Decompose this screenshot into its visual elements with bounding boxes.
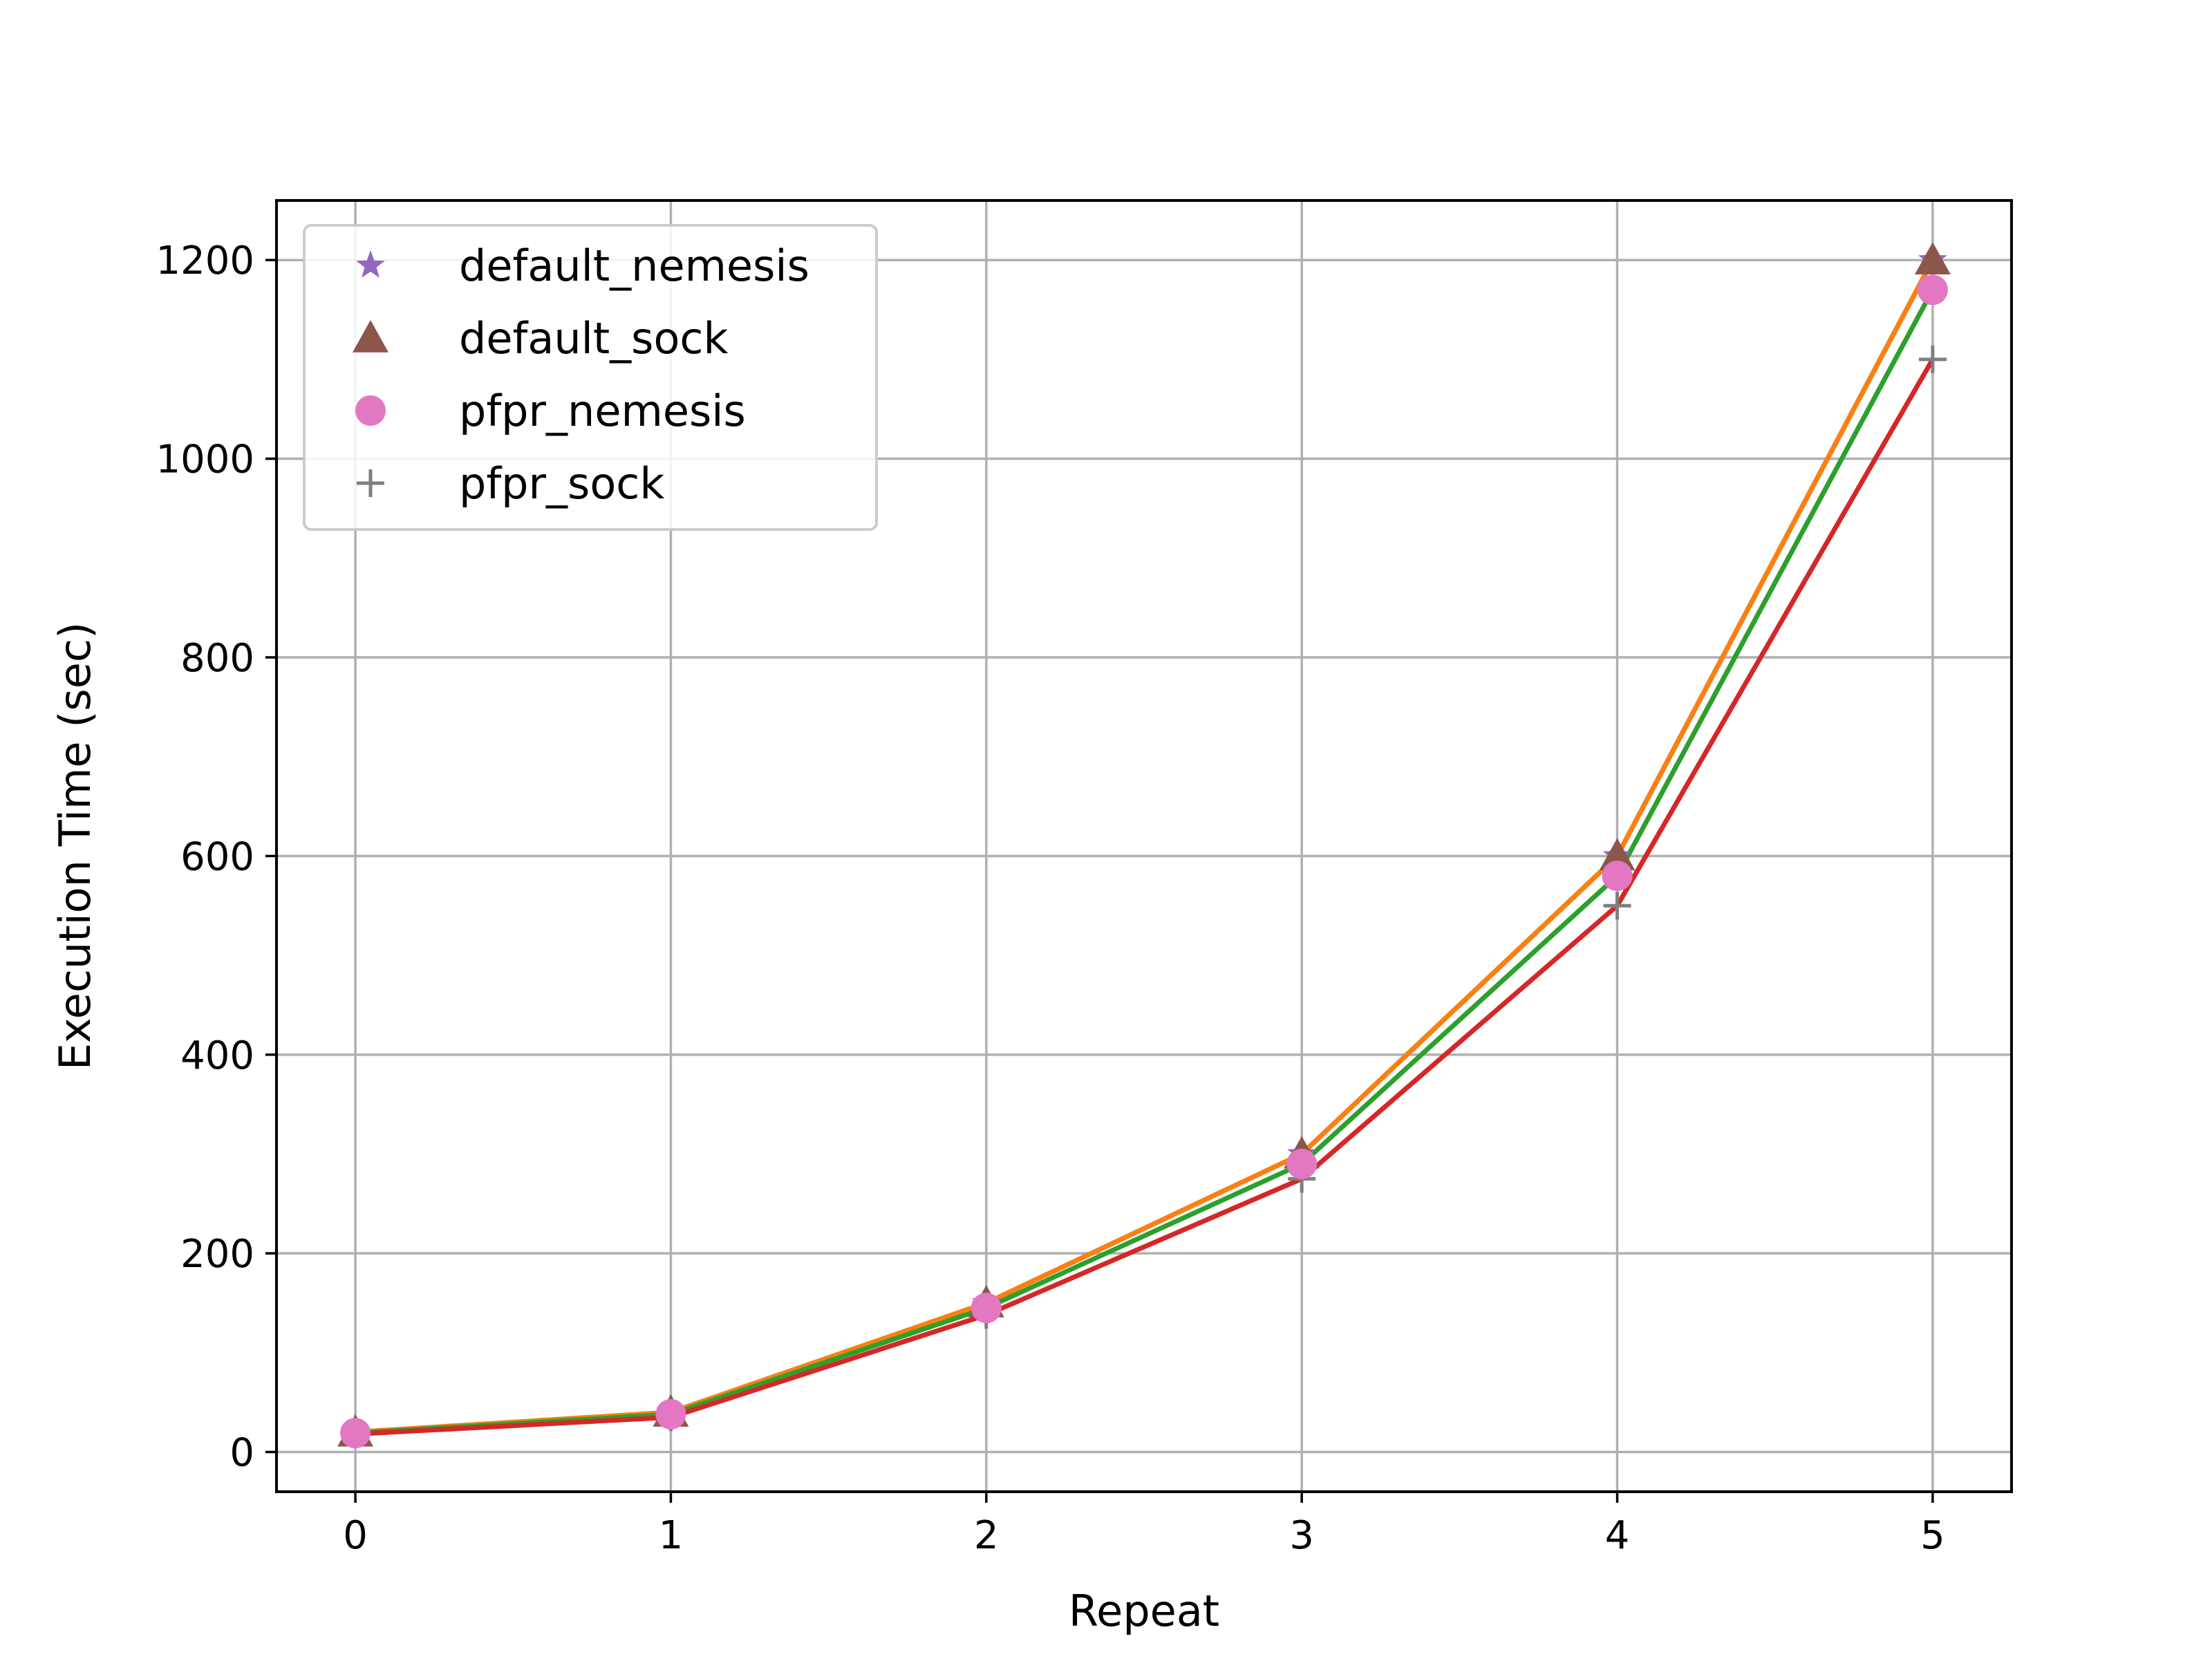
data-point [1918,345,1947,373]
series-markers [337,242,1951,1449]
data-point [1603,892,1631,920]
legend-marker [357,469,384,497]
x-tick-label: 3 [1289,1513,1314,1558]
data-point [655,1398,686,1430]
legend-marker [353,320,388,353]
x-tick-label: 5 [1920,1513,1945,1558]
y-axis-label: Execution Time (sec) [50,622,100,1070]
legend-label: default_nemesis [459,241,809,291]
x-tick-label: 1 [659,1513,684,1558]
plot-frame [275,199,2013,1493]
series-line [355,358,1935,1437]
axis-ticks: 0 1 2 3 4 5 0 200 400 600 800 1000 1200 [156,238,1944,1558]
data-point [1599,838,1635,871]
series-line [355,288,1935,1436]
legend-label: default_sock [459,313,728,364]
data-point [340,1418,371,1449]
y-tick-label: 0 [229,1431,254,1476]
legend-label: pfpr_nemesis [459,386,746,436]
legend: default_nemesis default_sock pfpr_nemesisp… [303,224,878,531]
legend-marker [355,395,386,426]
x-axis-label: Repeat [1069,1586,1219,1636]
x-tick-label: 0 [343,1513,368,1558]
x-tick-label: 2 [974,1513,999,1558]
data-point [1914,242,1951,275]
y-tick-label: 800 [180,636,254,681]
legend-marker [356,250,385,278]
legend-label: pfpr_sock [459,458,664,509]
y-tick-label: 1000 [156,438,254,482]
y-tick-label: 1200 [156,238,254,283]
data-point [971,1293,1002,1324]
legend-box [303,224,878,531]
series-lines [355,259,1936,1437]
y-tick-label: 200 [180,1232,254,1277]
data-point [1602,861,1633,892]
x-tick-label: 4 [1605,1513,1630,1558]
y-tick-label: 600 [180,834,254,879]
y-tick-label: 400 [180,1033,254,1078]
data-point [1917,274,1948,306]
data-point [1286,1148,1318,1179]
